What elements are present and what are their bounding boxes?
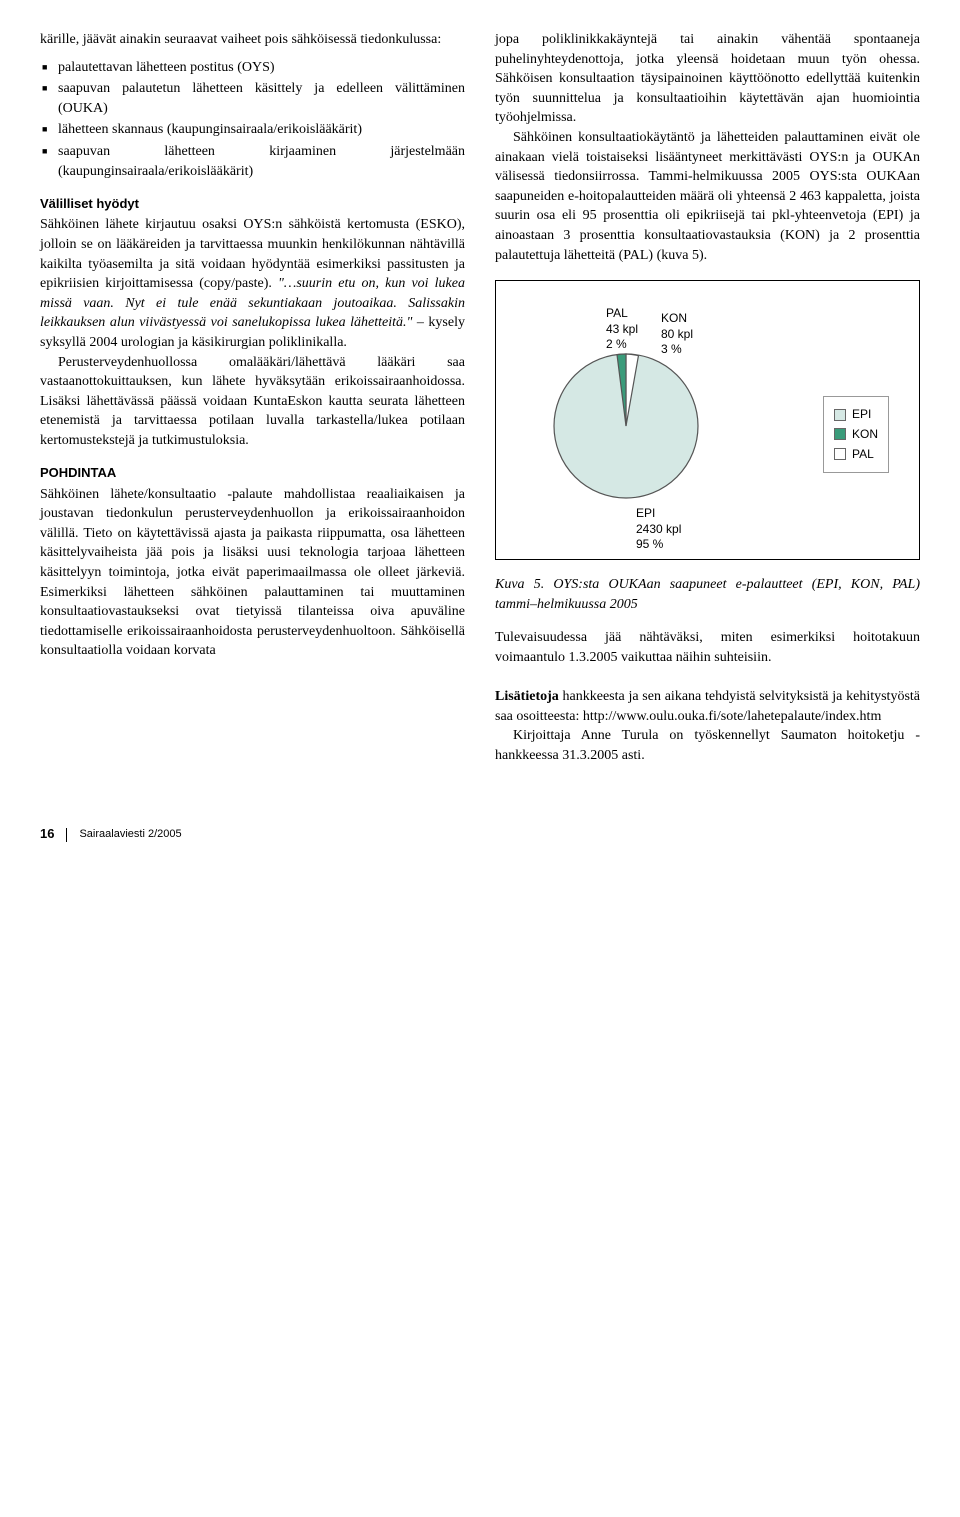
body-para: Lisätietoja hankkeesta ja sen aikana teh…	[495, 687, 920, 726]
publication-name: Sairaalaviesti 2/2005	[79, 827, 181, 842]
page-footer: 16 Sairaalaviesti 2/2005	[40, 825, 920, 843]
body-para: Kirjoittaja Anne Turula on työskennellyt…	[495, 726, 920, 765]
label-count: 2430 kpl	[636, 522, 681, 536]
legend-swatch-icon	[834, 409, 846, 421]
pie-label-pal: PAL 43 kpl 2 %	[606, 306, 638, 353]
heading-pohdintaa: POHDINTAA	[40, 464, 465, 482]
heading-valilliset: Välilliset hyödyt	[40, 195, 465, 213]
label-percent: 95 %	[636, 537, 663, 551]
bold-span: Lisätietoja	[495, 689, 559, 704]
pie-chart-figure: PAL 43 kpl 2 % KON 80 kpl 3 % EPI 2430 k	[495, 280, 920, 560]
pie-label-epi: EPI 2430 kpl 95 %	[636, 506, 681, 553]
figure-caption: Kuva 5. OYS:sta OUKAan saapuneet e-palau…	[495, 575, 920, 614]
list-item: palautettavan lähetteen postitus (OYS)	[40, 58, 465, 78]
legend-swatch-icon	[834, 428, 846, 440]
bullet-list: palautettavan lähetteen postitus (OYS) s…	[40, 58, 465, 182]
label-name: KON	[661, 311, 687, 325]
page-number: 16	[40, 825, 54, 843]
label-count: 80 kpl	[661, 327, 693, 341]
body-para: Sähköinen lähete/konsultaatio -palaute m…	[40, 485, 465, 661]
legend-swatch-icon	[834, 448, 846, 460]
label-count: 43 kpl	[606, 322, 638, 336]
label-percent: 2 %	[606, 337, 627, 351]
legend-item: PAL	[834, 446, 878, 463]
two-column-layout: kärille, jäävät ainakin seuraavat vaihee…	[40, 30, 920, 765]
legend-label: KON	[852, 426, 878, 443]
pie-svg	[551, 351, 701, 501]
body-para: Sähköinen lähete kirjautuu osaksi OYS:n …	[40, 215, 465, 352]
divider-icon	[66, 828, 67, 842]
list-item: saapuvan palautetun lähetteen käsittely …	[40, 79, 465, 118]
right-column: jopa poliklinikkakäyntejä tai ainakin vä…	[495, 30, 920, 765]
body-para: Sähköinen konsultaatiokäytäntö ja lähett…	[495, 128, 920, 265]
body-para: Perusterveydenhuollossa omalääkäri/lähet…	[40, 353, 465, 451]
pie-wrapper: PAL 43 kpl 2 % KON 80 kpl 3 % EPI 2430 k	[511, 306, 904, 544]
legend-label: EPI	[852, 406, 871, 423]
legend-item: KON	[834, 426, 878, 443]
left-column: kärille, jäävät ainakin seuraavat vaihee…	[40, 30, 465, 765]
legend-item: EPI	[834, 406, 878, 423]
chart-legend: EPI KON PAL	[823, 396, 889, 472]
legend-label: PAL	[852, 446, 874, 463]
list-item: lähetteen skannaus (kaupunginsairaala/er…	[40, 120, 465, 140]
list-item: saapuvan lähetteen kirjaaminen järjestel…	[40, 142, 465, 181]
body-para: jopa poliklinikkakäyntejä tai ainakin vä…	[495, 30, 920, 128]
intro-text: kärille, jäävät ainakin seuraavat vaihee…	[40, 30, 465, 50]
label-name: EPI	[636, 506, 655, 520]
body-para: Tulevaisuudessa jää nähtäväksi, miten es…	[495, 628, 920, 667]
text-span: hankkeesta ja sen aikana tehdyistä selvi…	[495, 689, 920, 724]
label-name: PAL	[606, 306, 628, 320]
